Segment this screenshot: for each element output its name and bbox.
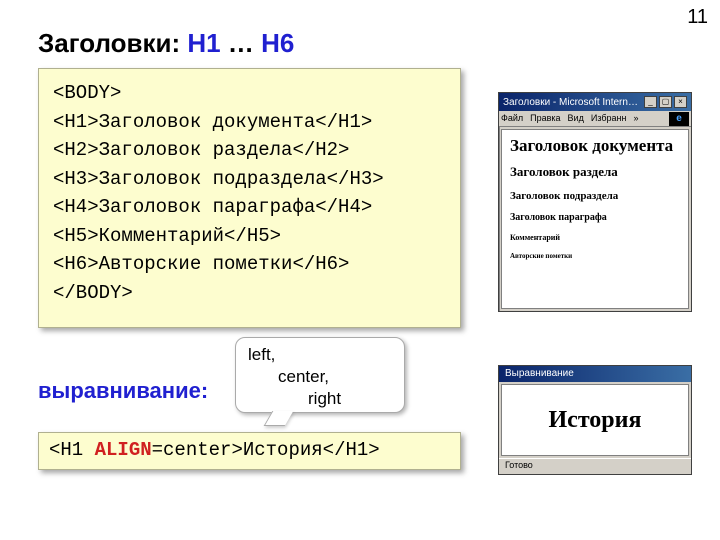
code-text: Заголовок параграфа [99,196,316,218]
minimize-button[interactable]: _ [644,96,657,108]
tag: </BODY> [53,282,133,304]
tag: <H2> [53,139,99,161]
code-line: <H5>Комментарий</H5> [53,222,446,251]
code-text: Заголовок документа [99,111,316,133]
title-prefix: Заголовки: [38,28,187,58]
code-text: </H1> [323,439,380,461]
browser-content: История [501,384,689,456]
tag: <H1> [53,111,99,133]
code-attr: ALIGN [95,439,152,461]
alignment-label: выравнивание: [38,378,208,404]
tag: </H6> [292,253,349,275]
code-text: =center> [152,439,243,461]
tag: <H4> [53,196,99,218]
menu-item[interactable]: Вид [568,113,584,124]
preview-h5: Комментарий [510,233,680,242]
alignment-callout: left, center, right [235,337,405,413]
callout-line: right [248,388,392,410]
code-block-headings: <BODY> <H1>Заголовок документа</H1> <H2>… [38,68,461,328]
preview-h2: Заголовок раздела [510,164,680,180]
code-text: Заголовок подраздела [99,168,327,190]
tag: <H6> [53,253,99,275]
preview-h3: Заголовок подраздела [510,190,680,202]
title-mid: … [221,28,261,58]
preview-h4: Заголовок параграфа [510,212,680,223]
code-line: </BODY> [53,279,446,308]
tag: <H5> [53,225,99,247]
browser-content: Заголовок документа Заголовок раздела За… [501,129,689,309]
ie-logo-icon: e [669,112,689,126]
menu-bar: Файл Правка Вид Избранн » e [499,111,691,127]
tag: <BODY> [53,82,121,104]
preview-h6: Авторские пометки [510,252,680,260]
browser-mock-align: Выравнивание История Готово [498,365,692,475]
code-text: <H1 [49,439,95,461]
code-line: <H1>Заголовок документа</H1> [53,108,446,137]
code-line: <BODY> [53,79,446,108]
callout-line: center, [248,366,392,388]
tag: </H4> [315,196,372,218]
window-titlebar: Выравнивание [499,366,691,382]
window-title: Выравнивание [505,368,574,379]
window-controls: _ ▢ × [644,96,687,108]
slide-title: Заголовки: H1 … H6 [38,28,294,59]
menu-item[interactable]: Правка [530,113,560,124]
code-line: <H3>Заголовок подраздела</H3> [53,165,446,194]
menu-item[interactable]: » [633,113,638,124]
code-line: <H6>Авторские пометки</H6> [53,250,446,279]
tag: <H3> [53,168,99,190]
status-bar: Готово [499,458,691,471]
preview-centered-h1: История [549,407,642,434]
title-h1: H1 [187,28,220,58]
tag: </H5> [224,225,281,247]
tag: </H2> [292,139,349,161]
title-h6: H6 [261,28,294,58]
code-text: История [243,439,323,461]
callout-line: left, [248,344,392,366]
code-text: Заголовок раздела [99,139,293,161]
menu-item[interactable]: Избранн [591,113,627,124]
code-line: <H4>Заголовок параграфа</H4> [53,193,446,222]
tag: </H1> [315,111,372,133]
tag: </H3> [327,168,384,190]
code-line: <H2>Заголовок раздела</H2> [53,136,446,165]
page-number: 11 [687,6,708,29]
preview-h1: Заголовок документа [510,136,680,156]
window-titlebar: Заголовки - Microsoft Intern… _ ▢ × [499,93,691,111]
window-title: Заголовки - Microsoft Intern… [503,97,638,108]
code-block-align: <H1 ALIGN=center>История</H1> [38,432,461,470]
code-text: Авторские пометки [99,253,293,275]
close-button[interactable]: × [674,96,687,108]
code-text: Комментарий [99,225,224,247]
browser-mock-headings: Заголовки - Microsoft Intern… _ ▢ × Файл… [498,92,692,312]
menu-item[interactable]: Файл [501,113,523,124]
maximize-button[interactable]: ▢ [659,96,672,108]
